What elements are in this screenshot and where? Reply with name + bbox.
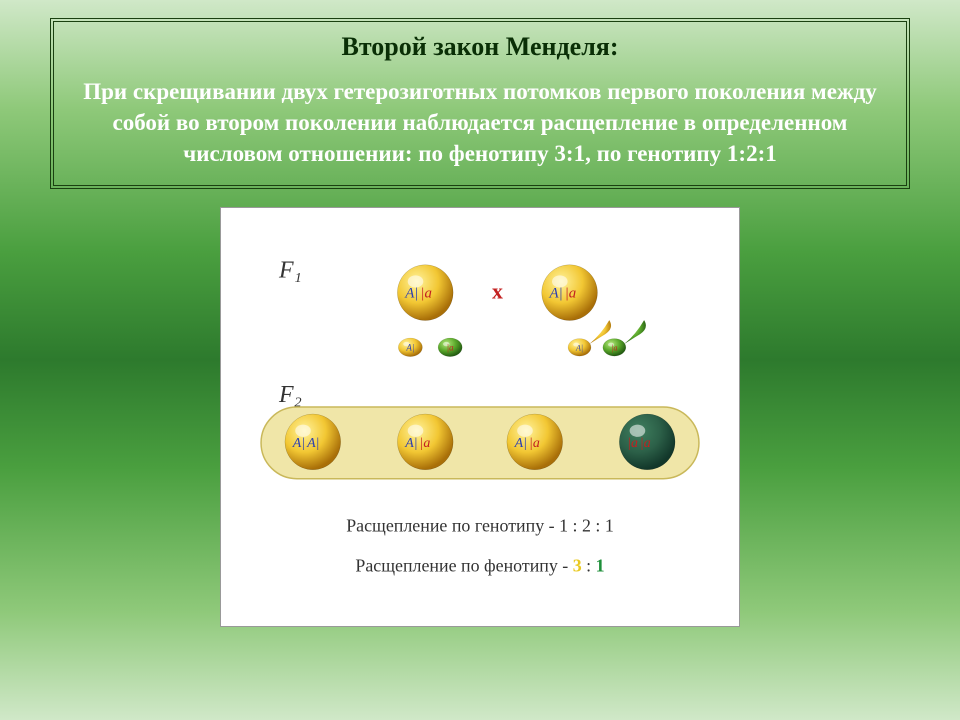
svg-text:|а: |а [447, 343, 454, 353]
svg-text:А|: А| [575, 344, 583, 353]
svg-text:А||а: А||а [404, 436, 430, 451]
mendel-diagram: F₁А||аА||ахА||аА||аF₂А|А|А||аА||а|а|аРас… [220, 207, 740, 627]
law-title: Второй закон Менделя: [74, 32, 886, 62]
svg-text:F₁: F₁ [278, 258, 302, 284]
svg-text:А||а: А||а [514, 436, 540, 451]
svg-text:|а|а: |а|а [627, 436, 651, 451]
svg-text:Расщепление по генотипу - 1 :: Расщепление по генотипу - 1 : 2 : 1 [346, 516, 614, 536]
svg-text:А|: А| [405, 343, 414, 353]
svg-text:F₂: F₂ [278, 382, 302, 408]
svg-text:А||а: А||а [549, 286, 577, 302]
svg-text:х: х [492, 279, 503, 304]
header-box: Второй закон Менделя: При скрещивании дв… [50, 18, 910, 189]
svg-text:|а: |а [611, 344, 617, 353]
law-subtitle: При скрещивании двух гетерозиготных пото… [74, 76, 886, 169]
svg-text:Расщепление по фенотипу - 3 :: Расщепление по фенотипу - 3 : 1 [355, 555, 604, 575]
svg-text:А||а: А||а [404, 286, 432, 302]
